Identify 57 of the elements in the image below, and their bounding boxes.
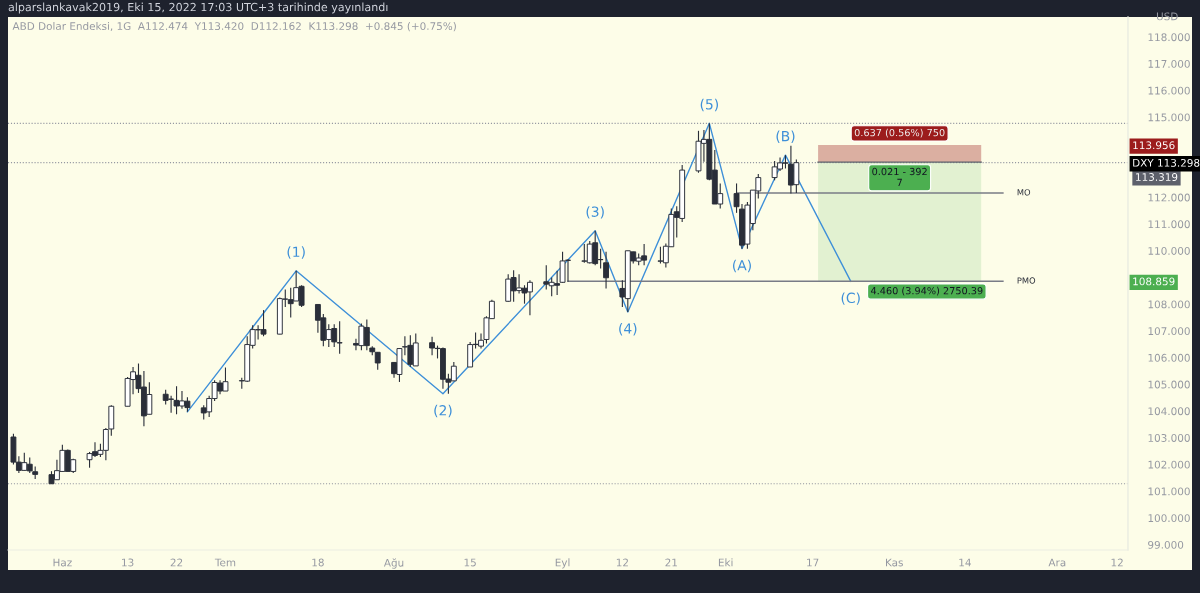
candlestick [603,251,609,289]
annotation: 0.021 - 392 7 [872,167,927,186]
y-tick-label: 115.000 [1148,113,1190,122]
candlestick [287,287,294,319]
y-tick-label: 102.000 [1148,460,1190,469]
annotation: (C) [841,292,860,305]
y-tick-label: 108.000 [1148,300,1190,309]
x-tick-label: Ara [1048,558,1066,567]
annotation: PMO [1017,277,1036,284]
x-tick-label: 12 [616,558,628,567]
annotation: (5) [700,98,718,112]
y-tick-label: 112.000 [1148,193,1190,202]
x-tick-label: Eyl [555,558,570,569]
y-tick-label: 99.000 [1148,540,1184,549]
annotation: (A) [733,259,751,273]
chart-title: alparslankavak2019, Eki 15, 2022 17:03 UTC+3 tarihinde yayınlandı [8,2,388,14]
x-tick-label: 21 [665,558,677,567]
x-tick-label: Eki [718,558,733,567]
annotation: MO [1017,189,1031,196]
annotation: 0.637 (0.56%) 750 [854,128,945,138]
y2-tick-label: DXY 113.298 [1133,158,1200,167]
y-tick-label: 107.000 [1148,327,1190,336]
annotation: (1) [287,246,305,259]
x-tick-label: 18 [312,558,324,567]
candlestick [429,336,436,356]
y-tick-label: 106.000 [1148,353,1190,362]
x-tick-label: 13 [122,558,134,567]
y-tick-label: 110.000 [1148,247,1190,255]
annotation: (2) [434,404,452,418]
chart-subtitle: ABD Dolar Endeksi, 1G A112.474 Y113.420 D112.162 K113.298 +0.845 (+0.75%) [12,21,456,32]
annotation: (4) [619,323,637,336]
y-tick-label: 104.000 [1148,407,1190,416]
text: 113.319 [1136,173,1178,181]
annotation: 4.460 (3.94%) 2750.39 [870,286,983,296]
y-tick-label: 117.000 [1148,59,1190,68]
y2-tick-label: 108.859 [1133,277,1175,286]
y-tick-label: 118.000 [1148,33,1190,42]
y-tick-label: 100.000 [1148,514,1190,523]
candlestick [467,341,474,368]
x-tick-label: Haz [53,558,72,567]
x-tick-label: Tem [214,558,236,567]
y-tick-label: 103.000 [1148,434,1190,442]
y2-tick-label: 113.956 [1133,141,1175,150]
y-tick-label: 116.000 [1148,86,1190,95]
y-tick-label: 101.000 [1148,487,1190,496]
y-tick-label: 111.000 [1148,220,1190,229]
x-tick-label: 22 [170,558,183,567]
y-tick-label: 105.000 [1148,380,1190,389]
x-tick-label: 14 [959,558,971,567]
candlestick [581,243,588,264]
annotation: (B) [776,130,795,143]
x-tick-label: 12 [1111,558,1123,567]
annotation: (3) [586,206,604,219]
x-tick-label: Ağu [383,558,404,569]
x-tick-label: 17 [807,558,819,567]
x-tick-label: 15 [464,558,476,567]
x-tick-label: Kas [886,558,903,567]
